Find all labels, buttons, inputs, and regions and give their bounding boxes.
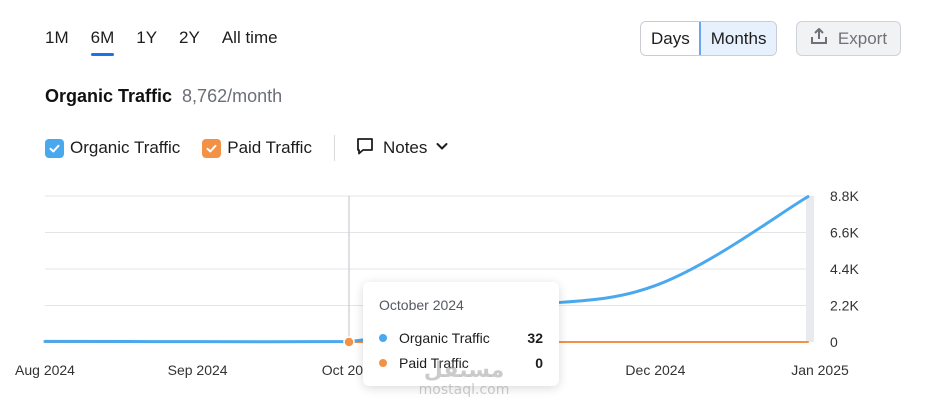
legend-organic-label: Organic Traffic [70,138,181,157]
legend: Organic Traffic Paid Traffic Notes [45,135,449,161]
granularity-toggle: Days Months [640,21,778,56]
metric-value: 8,762/month [182,86,283,106]
period-tabs: 1M 6M 1Y 2Y All time [45,28,300,58]
x-tick-label: Aug 2024 [15,362,75,378]
notes-label: Notes [382,138,428,157]
tooltip-title: October 2024 [379,297,464,313]
tab-1y[interactable]: 1Y [136,28,158,47]
metric-title: Organic Traffic [45,86,173,106]
watermark-latin: mostaql.com [418,382,510,398]
checkbox-checked-icon[interactable] [45,138,64,158]
hover-point [343,336,355,348]
legend-divider [333,135,335,161]
y-tick-label: 4.4K [830,261,859,277]
x-tick-label: Dec 2024 [625,362,685,378]
legend-paid-label: Paid Traffic [227,138,312,157]
paid-dot-icon [379,358,387,367]
notes-dropdown[interactable]: Notes [355,136,449,161]
watermark-arabic: مستقل [423,358,505,383]
metric-header: Organic Traffic 8,762/month [45,86,282,107]
days-button[interactable]: Days [641,22,700,55]
chart-tooltip: October 2024 Organic Traffic 32 Paid Tra… [363,282,559,386]
legend-organic-toggle[interactable]: Organic Traffic [45,138,180,158]
tab-1m[interactable]: 1M [45,28,69,47]
tooltip-label: Paid Traffic [399,354,469,371]
export-icon [810,27,828,50]
tab-all-time[interactable]: All time [221,28,278,47]
months-button[interactable]: Months [698,22,777,55]
y-tick-label: 8.8K [830,188,859,204]
y-tick-label: 0 [830,334,838,350]
export-button[interactable]: Export [796,21,901,56]
tab-6m[interactable]: 6M [90,28,114,56]
tooltip-label: Organic Traffic [399,329,490,346]
tab-2y[interactable]: 2Y [179,28,200,47]
x-tick-label: Jan 2025 [791,362,849,378]
x-tick-label: Sep 2024 [168,362,228,378]
comment-icon [355,136,375,161]
export-label: Export [837,28,888,48]
watermark: مستقل mostaql.com [408,358,520,399]
current-period-band [806,196,814,342]
tooltip-value: 32 [527,329,543,346]
legend-paid-toggle[interactable]: Paid Traffic [202,138,312,158]
tooltip-value: 0 [535,354,543,371]
organic-dot-icon [379,333,387,342]
tooltip-row-organic: Organic Traffic 32 [379,325,543,350]
tooltip-row-paid: Paid Traffic 0 [379,350,543,375]
y-tick-label: 2.2K [830,298,859,314]
checkbox-checked-icon[interactable] [202,138,222,158]
y-tick-label: 6.6K [830,225,859,241]
chevron-down-icon [435,138,449,158]
